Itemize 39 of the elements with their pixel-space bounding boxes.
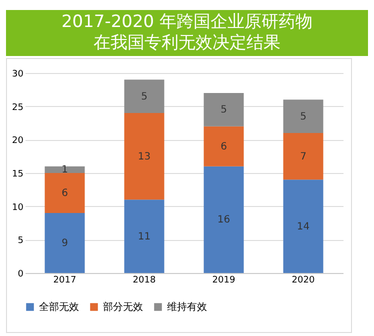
data-label: 5	[141, 91, 148, 102]
bar	[44, 213, 85, 273]
data-label: 9	[62, 238, 68, 249]
bar	[204, 93, 244, 126]
data-label: 6	[220, 141, 227, 152]
data-label: 16	[217, 214, 230, 226]
bar	[124, 113, 164, 200]
data-label: 13	[138, 151, 151, 162]
x-tick-label: 2020	[292, 276, 315, 286]
bar	[283, 180, 324, 273]
data-label: 5	[300, 111, 306, 122]
y-tick-label: 15	[12, 170, 24, 180]
bar	[44, 166, 85, 173]
bar	[124, 80, 164, 113]
bar	[204, 126, 244, 166]
x-tick-label: 2018	[132, 276, 156, 286]
y-tick-label: 20	[12, 136, 24, 146]
data-label: 1	[62, 164, 68, 176]
bar	[204, 166, 244, 273]
y-tick-label: 0	[18, 270, 24, 280]
data-label: 14	[296, 221, 310, 232]
data-label: 6	[62, 188, 68, 199]
bar	[283, 133, 324, 180]
legend-label: 全部无效	[39, 301, 79, 313]
bar	[124, 200, 164, 273]
x-tick-label: 2017	[53, 276, 76, 286]
data-label: 5	[220, 104, 227, 116]
legend-label: 维持有效	[167, 301, 207, 313]
legend-label: 部分无效	[103, 301, 143, 313]
y-tick-label: 5	[18, 236, 24, 246]
y-tick-label: 25	[12, 102, 24, 113]
y-tick-label: 10	[12, 202, 24, 213]
bar	[283, 100, 324, 133]
chart-title: 2017-2020 年跨国企业原研药物在我国专利无效决定结果	[60, 12, 314, 54]
data-label: 11	[138, 231, 151, 242]
bar	[44, 173, 85, 213]
x-tick-label: 2019	[212, 276, 236, 286]
data-label: 7	[300, 151, 306, 162]
y-tick-label: 30	[12, 70, 24, 80]
